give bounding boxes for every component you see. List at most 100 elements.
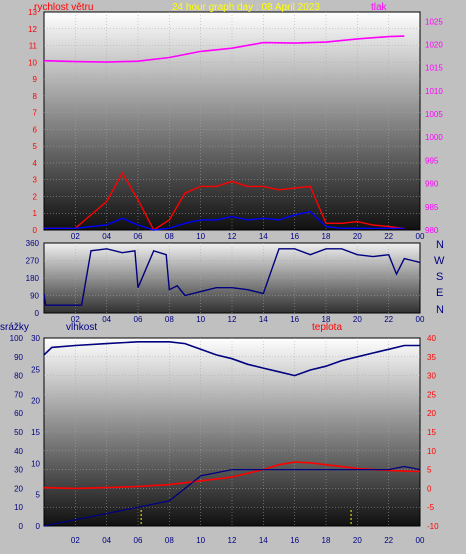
pressure-ytick-1010: 1010 <box>425 87 443 96</box>
series-humidity <box>43 340 420 377</box>
humidity-ytick-20: 20 <box>14 484 23 493</box>
pressure-ytick-1015: 1015 <box>425 64 443 73</box>
hum-xtick-20: 20 <box>353 536 362 545</box>
wind-xtick-20: 20 <box>353 232 362 241</box>
dir-ytick-270: 270 <box>26 257 40 266</box>
temp-ytick--5: -5 <box>427 503 435 512</box>
wind-speed-label: rychlost větru <box>34 2 93 13</box>
pressure-ytick-1020: 1020 <box>425 40 443 49</box>
hum-xtick-12: 12 <box>228 536 237 545</box>
humidity-ytick-10: 10 <box>14 503 23 512</box>
hum-xtick-10: 10 <box>196 536 205 545</box>
hum-xtick-18: 18 <box>322 536 331 545</box>
wind-xtick-04: 04 <box>102 232 111 241</box>
humidity-ytick-40: 40 <box>14 447 23 456</box>
pressure-ytick-1025: 1025 <box>425 17 443 26</box>
wind-ytick-10: 10 <box>28 58 37 67</box>
wind-xtick-08: 08 <box>165 232 174 241</box>
wind-ytick-7: 7 <box>33 109 38 118</box>
humidity-ytick-80: 80 <box>14 372 23 381</box>
dir-xtick-14: 14 <box>259 315 268 324</box>
pressure-ytick-980: 980 <box>425 226 439 235</box>
dir-ytick-90: 90 <box>30 292 39 301</box>
hum-xtick-06: 06 <box>134 536 143 545</box>
wind-xtick-02: 02 <box>71 232 80 241</box>
wind-ytick-9: 9 <box>33 75 38 84</box>
wind-xtick-16: 16 <box>290 232 299 241</box>
wind-ytick-12: 12 <box>28 25 37 34</box>
humidity-ytick-70: 70 <box>14 390 23 399</box>
direction-letter-n-bottom: N <box>436 304 444 316</box>
dir-xtick-20: 20 <box>353 315 362 324</box>
wind-ytick-8: 8 <box>33 92 38 101</box>
wind-xtick-00: 00 <box>416 232 425 241</box>
hum-xtick-02: 02 <box>71 536 80 545</box>
dir-xtick-10: 10 <box>196 315 205 324</box>
temp-ytick--10: -10 <box>427 522 439 531</box>
dir-xtick-04: 04 <box>102 315 111 324</box>
wind-xtick-10: 10 <box>196 232 205 241</box>
dir-xtick-00: 00 <box>416 315 425 324</box>
dir-ytick-360: 360 <box>26 239 40 248</box>
wind-xtick-06: 06 <box>134 232 143 241</box>
wind-ytick-11: 11 <box>29 42 38 51</box>
rain-ytick-15: 15 <box>31 428 40 437</box>
direction-letter-n-top: N <box>436 239 444 251</box>
wind-xtick-12: 12 <box>228 232 237 241</box>
temp-ytick-30: 30 <box>427 372 436 381</box>
chart-title: 24 hour graph day : 08 April 2023 <box>172 2 320 13</box>
rain-ytick-0: 0 <box>36 522 41 531</box>
temperature-label: teplota <box>312 322 342 333</box>
hum-xtick-00: 00 <box>416 536 425 545</box>
pressure-ytick-995: 995 <box>425 156 439 165</box>
rain-label: srážky <box>0 322 29 333</box>
wind-ytick-1: 1 <box>33 209 38 218</box>
wind-ytick-5: 5 <box>33 142 38 151</box>
dir-ytick-180: 180 <box>26 274 40 283</box>
rain-ytick-20: 20 <box>31 397 40 406</box>
dir-xtick-02: 02 <box>71 315 80 324</box>
dir-xtick-22: 22 <box>384 315 393 324</box>
humidity-ytick-60: 60 <box>14 409 23 418</box>
series-wind <box>44 171 405 232</box>
dir-xtick-16: 16 <box>290 315 299 324</box>
temp-ytick-10: 10 <box>427 447 436 456</box>
wind-ytick-3: 3 <box>33 176 38 185</box>
pressure-ytick-1000: 1000 <box>425 133 443 142</box>
dir-xtick-08: 08 <box>165 315 174 324</box>
hum-xtick-22: 22 <box>384 536 393 545</box>
humidity-label: vlhkost <box>66 322 97 333</box>
hum-xtick-04: 04 <box>102 536 111 545</box>
rain-ytick-10: 10 <box>31 459 40 468</box>
humidity-ytick-90: 90 <box>14 353 23 362</box>
wind-ytick-13: 13 <box>28 8 37 17</box>
rain-ytick-30: 30 <box>31 334 40 343</box>
wind-ytick-6: 6 <box>33 125 38 134</box>
rain-ytick-25: 25 <box>31 365 40 374</box>
direction-letter-s: S <box>436 271 443 283</box>
wind-xtick-22: 22 <box>384 232 393 241</box>
temp-ytick-20: 20 <box>427 409 436 418</box>
direction-plot-area <box>43 242 421 314</box>
dir-xtick-12: 12 <box>228 315 237 324</box>
humidity-ytick-30: 30 <box>14 466 23 475</box>
wind-ytick-2: 2 <box>33 192 38 201</box>
temp-ytick-40: 40 <box>427 334 436 343</box>
dir-xtick-18: 18 <box>322 315 331 324</box>
humidity-ytick-100: 100 <box>10 334 24 343</box>
direction-letter-w: W <box>434 255 445 267</box>
hum-xtick-08: 08 <box>165 536 174 545</box>
pressure-ytick-990: 990 <box>425 180 439 189</box>
temp-ytick-0: 0 <box>427 484 432 493</box>
hum-xtick-16: 16 <box>290 536 299 545</box>
series-rain <box>43 465 421 527</box>
wind-xtick-18: 18 <box>322 232 331 241</box>
wind-xtick-14: 14 <box>259 232 268 241</box>
series-gust_avg <box>44 210 405 231</box>
temp-ytick-15: 15 <box>427 428 436 437</box>
humidity-ytick-50: 50 <box>14 428 23 437</box>
wind-ytick-4: 4 <box>33 159 38 168</box>
dir-xtick-06: 06 <box>134 315 143 324</box>
